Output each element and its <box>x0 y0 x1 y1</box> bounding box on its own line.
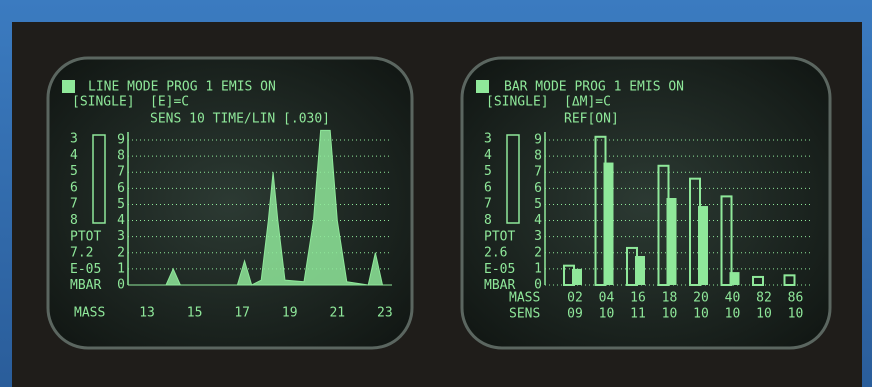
y-tick-label: 6 <box>534 181 542 196</box>
peak-area <box>128 129 392 286</box>
value-bar <box>603 162 614 285</box>
x-tick-label: 15 <box>187 306 203 321</box>
value-bar <box>635 256 645 285</box>
x-title: MASS <box>74 306 105 321</box>
y-tick-label: 1 <box>534 261 542 276</box>
sens-label: 10 <box>693 307 709 322</box>
side-label: 8 <box>70 213 78 228</box>
side-label: 3 <box>484 132 492 147</box>
side-label: 5 <box>70 164 78 179</box>
y-tick-label: 9 <box>534 133 542 148</box>
y-tick-label: 4 <box>534 213 542 228</box>
side-label: 7 <box>70 197 78 212</box>
side-label: E-05 <box>484 262 515 277</box>
sens-label: 10 <box>662 307 678 322</box>
y-tick-label: 0 <box>534 278 542 293</box>
header-text: LINE MODE PROG 1 EMIS ON <box>88 80 276 95</box>
x-tick-label: 20 <box>693 291 709 306</box>
value-bar <box>729 272 740 285</box>
x-tick-label: 19 <box>282 306 298 321</box>
x-tick-label: 17 <box>234 306 250 321</box>
side-label: 2.6 <box>484 246 507 261</box>
x-tick-label: 18 <box>662 291 678 306</box>
x-tick-label: 82 <box>756 291 772 306</box>
y-tick-label: 3 <box>117 229 125 244</box>
x-tick-label: 13 <box>139 306 155 321</box>
y-tick-label: 8 <box>117 149 125 164</box>
value-bar <box>666 198 677 285</box>
side-label: PTOT <box>484 229 515 244</box>
side-label: 6 <box>70 180 78 195</box>
y-tick-label: 2 <box>534 245 542 260</box>
x-tick-label: 16 <box>630 291 646 306</box>
side-label: MBAR <box>484 278 515 293</box>
header-text: [ΔM]=C <box>564 95 611 110</box>
x-tick-label: 23 <box>377 306 393 321</box>
side-label: 3 <box>70 132 78 147</box>
side-label: 6 <box>484 180 492 195</box>
sens-label: 09 <box>567 307 583 322</box>
gauge <box>506 134 520 224</box>
y-tick-label: 5 <box>117 197 125 212</box>
side-label: PTOT <box>70 229 101 244</box>
gauge <box>92 134 106 224</box>
side-label: 7.2 <box>70 246 93 261</box>
y-tick-label: 1 <box>117 261 125 276</box>
header-text: [SINGLE] <box>72 95 135 110</box>
reference-bar <box>783 274 796 287</box>
side-label: MBAR <box>70 278 101 293</box>
x-tick-label: 21 <box>329 306 345 321</box>
side-label: 7 <box>484 197 492 212</box>
y-tick-label: 7 <box>534 165 542 180</box>
value-bar <box>698 206 708 285</box>
sens-label: 10 <box>756 307 772 322</box>
value-bar <box>572 268 582 285</box>
header-text: REF[ON] <box>564 112 619 127</box>
sens-label: 11 <box>630 307 646 322</box>
y-tick-label: 2 <box>117 245 125 260</box>
y-tick-label: 7 <box>117 165 125 180</box>
reference-bar <box>752 275 764 287</box>
side-label: E-05 <box>70 262 101 277</box>
side-label: 4 <box>484 148 492 163</box>
y-tick-label: 8 <box>534 149 542 164</box>
sens-label: 10 <box>788 307 804 322</box>
x-title: MASS <box>509 291 540 306</box>
icon <box>62 80 75 93</box>
sens-title: SENS <box>509 307 540 322</box>
x-tick-label: 86 <box>788 291 804 306</box>
sens-label: 10 <box>725 307 741 322</box>
y-tick-label: 4 <box>117 213 125 228</box>
sens-label: 10 <box>599 307 615 322</box>
y-tick-label: 3 <box>534 229 542 244</box>
side-label: 8 <box>484 213 492 228</box>
side-label: 4 <box>70 148 78 163</box>
icon <box>476 80 489 93</box>
header-text: BAR MODE PROG 1 EMIS ON <box>504 80 684 95</box>
header-text: [SINGLE] <box>486 95 549 110</box>
y-tick-label: 5 <box>534 197 542 212</box>
x-tick-label: 04 <box>599 291 615 306</box>
x-tick-label: 40 <box>725 291 741 306</box>
y-tick-label: 9 <box>117 133 125 148</box>
side-label: 5 <box>484 164 492 179</box>
header-text: SENS 10 TIME/LIN [.030] <box>150 112 330 127</box>
header-text: [E]=C <box>150 95 189 110</box>
y-tick-label: 6 <box>117 181 125 196</box>
y-tick-label: 0 <box>117 278 125 293</box>
x-tick-label: 02 <box>567 291 583 306</box>
reference-bar <box>720 195 733 286</box>
